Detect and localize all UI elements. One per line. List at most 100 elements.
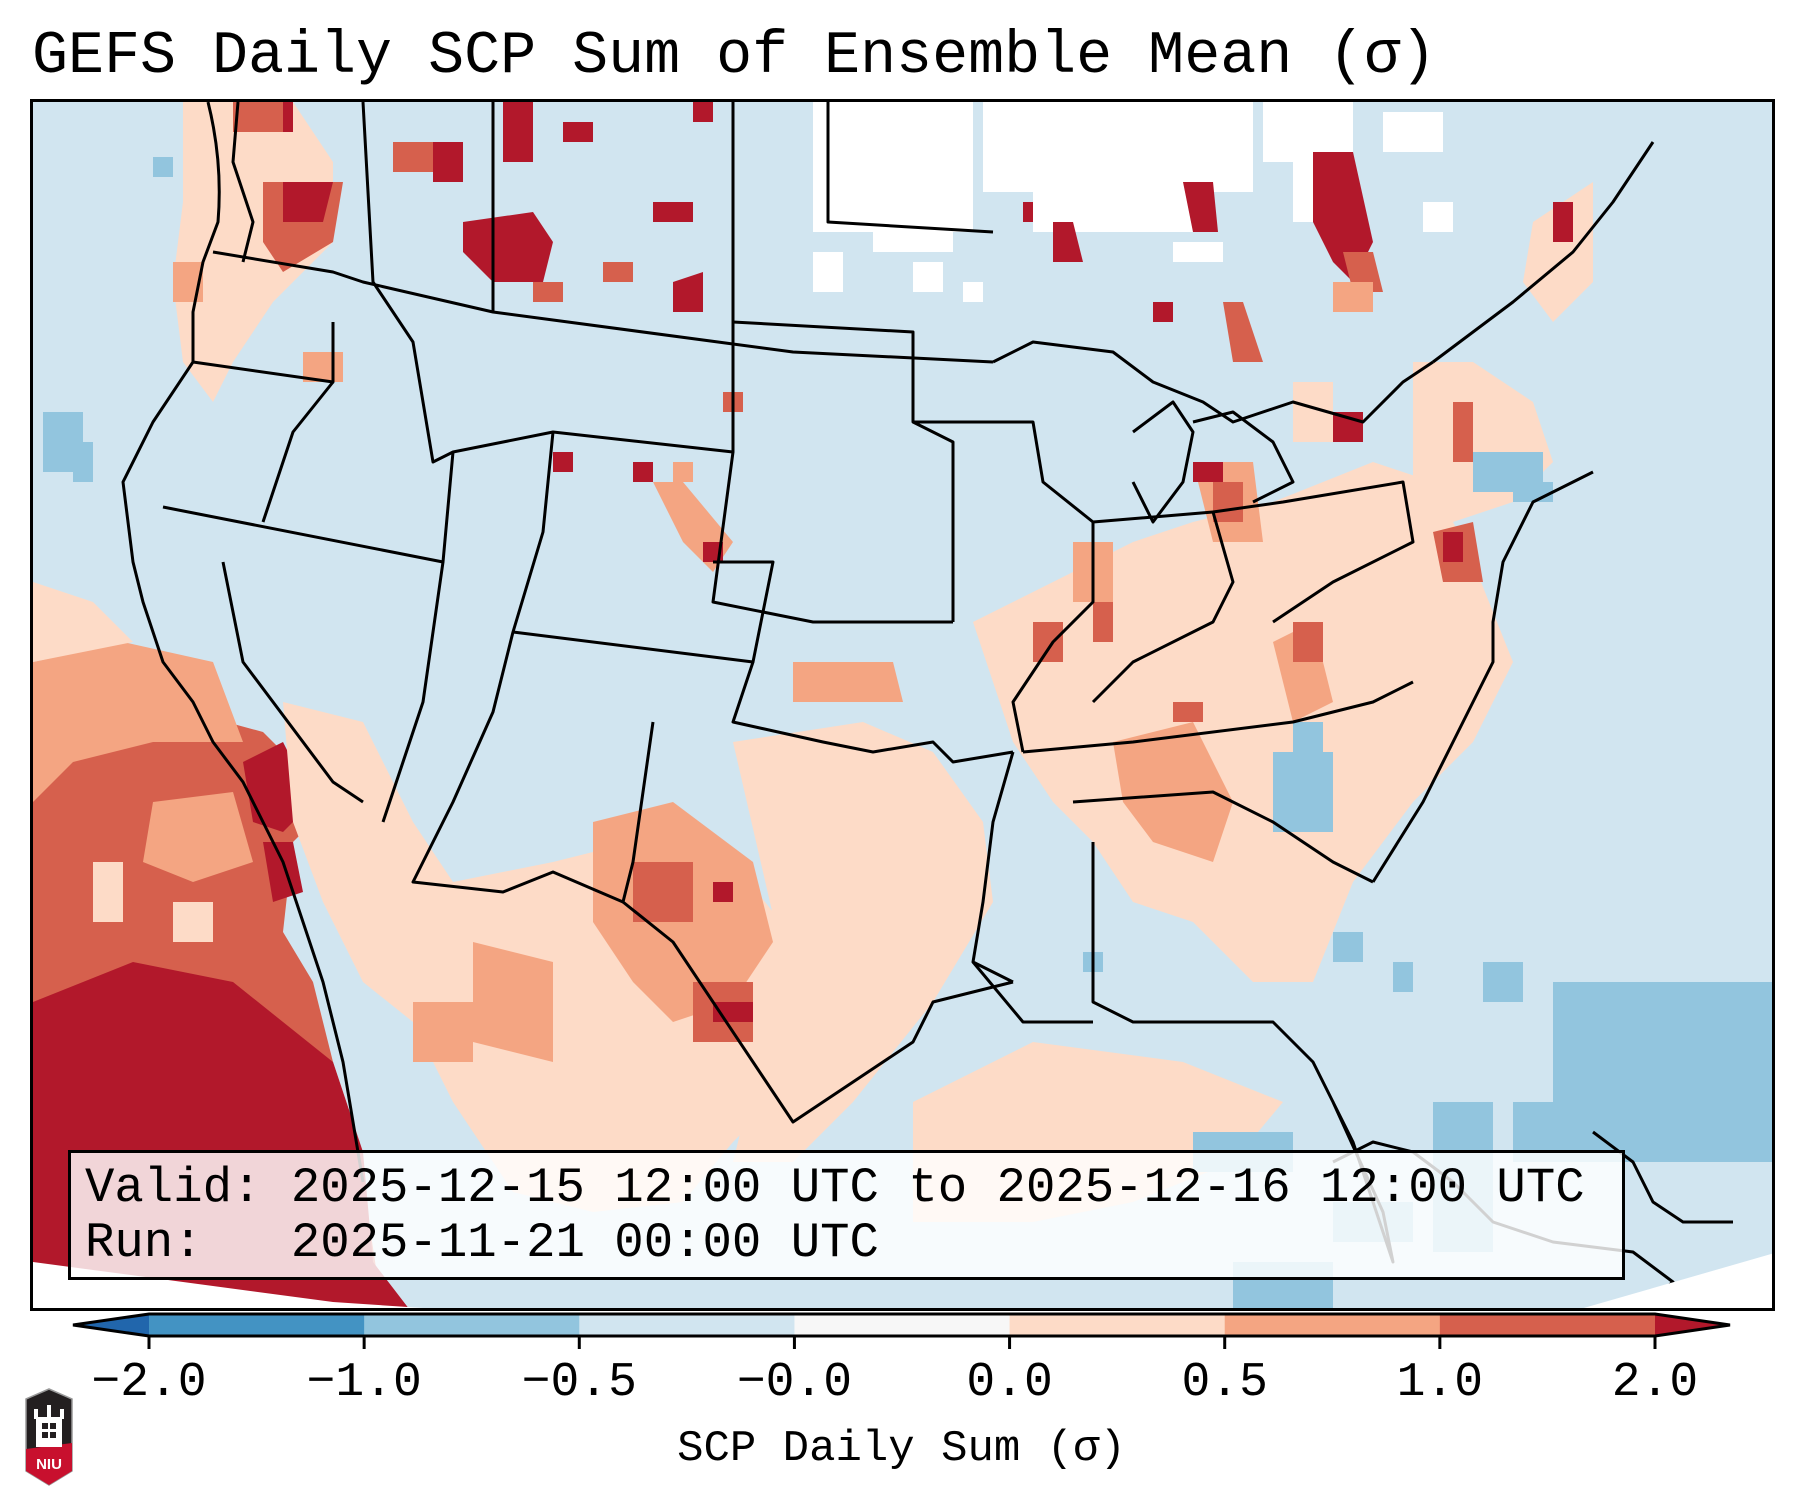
scp-anomaly-area xyxy=(1223,302,1263,362)
negative-anomaly-cell xyxy=(1293,722,1323,752)
peach-area-southern-plains xyxy=(733,722,993,1162)
peach-area-mexico xyxy=(283,702,813,1212)
negative-anomaly-cell xyxy=(73,442,93,482)
colorbar-bin xyxy=(1224,1314,1441,1336)
scp-anomaly-area xyxy=(1053,222,1083,262)
colorbar-bin xyxy=(149,1314,365,1336)
near-zero-cell xyxy=(1423,202,1453,232)
peach-area-quebec xyxy=(1523,182,1593,322)
scp-anomaly-area xyxy=(633,462,653,482)
state-boundaries-layer xyxy=(121,102,1733,1308)
scp-anomaly-area xyxy=(263,842,303,902)
scp-anomaly-area xyxy=(603,262,633,282)
scp-anomaly-area xyxy=(1293,622,1323,662)
map-panel xyxy=(30,99,1775,1311)
negative-anomaly-cell xyxy=(1483,962,1523,1002)
scp-anomaly-area xyxy=(93,862,123,922)
georgia-sc-border xyxy=(1072,790,1374,884)
colorbar-tick-label: −1.0 xyxy=(306,1356,422,1410)
atlantic-coastline xyxy=(1371,470,1594,883)
colorbar-over-arrow xyxy=(1655,1314,1730,1336)
ohio-indiana-kentucky xyxy=(1091,510,1235,704)
oklahoma-border xyxy=(731,661,1014,764)
negative-anomaly-cell xyxy=(1333,932,1363,962)
logo-text: NIU xyxy=(36,1456,62,1473)
colorbar-bin xyxy=(1009,1314,1226,1336)
louisiana-coast xyxy=(971,961,1093,1024)
tennessee-kentucky-nc-border xyxy=(1022,680,1414,754)
negative-anomaly-cell xyxy=(1513,482,1553,502)
arkansas-mississippi xyxy=(971,751,1015,984)
near-zero-cell xyxy=(813,102,973,232)
salmon-area-pacific xyxy=(33,642,243,802)
puget-sound-coast xyxy=(231,102,255,263)
scp-anomaly-area xyxy=(553,452,573,472)
scp-anomaly-area xyxy=(653,202,693,222)
colorbar-tick-label: −2.0 xyxy=(91,1356,207,1410)
near-zero-cell xyxy=(873,232,953,252)
near-zero-cell xyxy=(963,282,983,302)
iowa-illinois-missouri xyxy=(913,420,1095,753)
us-canada-border-east xyxy=(992,340,1434,424)
canadian-province-line xyxy=(826,102,994,234)
colorbar-tick-label: 1.0 xyxy=(1396,1356,1484,1410)
valid-time-line: Valid: 2025-12-15 12:00 UTC to 2025-12-1… xyxy=(85,1160,1585,1216)
scp-anomaly-area xyxy=(1193,462,1223,482)
scp-anomaly-area xyxy=(473,942,553,1062)
scp-anomaly-area xyxy=(673,272,703,312)
texas-border xyxy=(621,721,1014,1124)
salmon-area-pacific-2 xyxy=(143,792,253,882)
dark-red-area-montana xyxy=(463,212,553,282)
scp-anomaly-area xyxy=(1553,202,1573,242)
colorbar-outline xyxy=(72,1312,1731,1338)
scp-anomaly-area xyxy=(413,1002,473,1062)
negative-anomaly-cell xyxy=(153,157,173,177)
map-canvas xyxy=(33,102,1772,1308)
salmon-area-tennessee-alabama xyxy=(1113,722,1233,862)
pennsylvania-wv-virginia xyxy=(1212,480,1415,624)
scp-anomaly-area xyxy=(1443,532,1463,562)
dakotas-minnesota xyxy=(731,102,955,622)
colorado-south-border xyxy=(512,560,775,664)
scp-anomaly-area xyxy=(1093,602,1113,642)
scp-anomaly-area xyxy=(1453,402,1473,462)
scp-anomaly-area xyxy=(1173,702,1203,722)
scp-anomaly-area xyxy=(1023,202,1033,222)
scp-anomaly-area xyxy=(713,882,733,902)
near-zero-cell xyxy=(983,102,1253,192)
colorbar-tick-label: −0.5 xyxy=(521,1356,637,1410)
near-zero-cell xyxy=(813,252,843,292)
negative-anomaly-cell xyxy=(1273,752,1333,832)
scp-anomaly-area xyxy=(1033,622,1063,662)
peach-area-pacific-northwest xyxy=(173,102,333,402)
colorbar-tick-label: 0.0 xyxy=(966,1356,1053,1410)
run-time-line: Run: 2025-11-21 00:00 UTC xyxy=(85,1215,879,1271)
niu-logo: NIU xyxy=(20,1387,78,1487)
west-coastline xyxy=(121,102,365,1183)
colorbar-tick-label: −0.0 xyxy=(736,1356,853,1410)
coral-area-west-texas xyxy=(633,862,693,922)
scp-anomaly-area xyxy=(173,902,213,942)
dark-red-streak-quebec xyxy=(1313,152,1373,282)
negative-anomaly-cell xyxy=(1553,982,1772,1102)
dark-red-area-washington xyxy=(283,182,333,222)
scp-anomaly-area xyxy=(393,142,433,172)
peach-area-pacific xyxy=(33,582,133,662)
scp-anomaly-area xyxy=(693,102,713,122)
colorbar-tick-label: 2.0 xyxy=(1611,1356,1699,1410)
salmon-area-kansas xyxy=(793,662,903,702)
scp-field-layer xyxy=(33,102,1772,1308)
colorbar-under-arrow xyxy=(73,1314,149,1336)
scp-anomaly-area xyxy=(503,102,533,162)
oregon-idaho-border xyxy=(261,381,335,523)
lake-huron-shore xyxy=(1192,410,1295,504)
scp-anomaly-area xyxy=(1333,282,1373,312)
near-zero-cell xyxy=(913,262,943,292)
us-canada-border-west xyxy=(212,250,994,364)
out-of-domain-corner-se xyxy=(1583,1253,1772,1308)
colorbar-bin xyxy=(1439,1314,1656,1336)
dark-red-streak-ontario xyxy=(1183,182,1218,232)
niu-university-logo-icon: NIU xyxy=(25,1388,73,1486)
near-zero-cell xyxy=(1173,242,1223,262)
scp-anomaly-area xyxy=(563,122,593,142)
